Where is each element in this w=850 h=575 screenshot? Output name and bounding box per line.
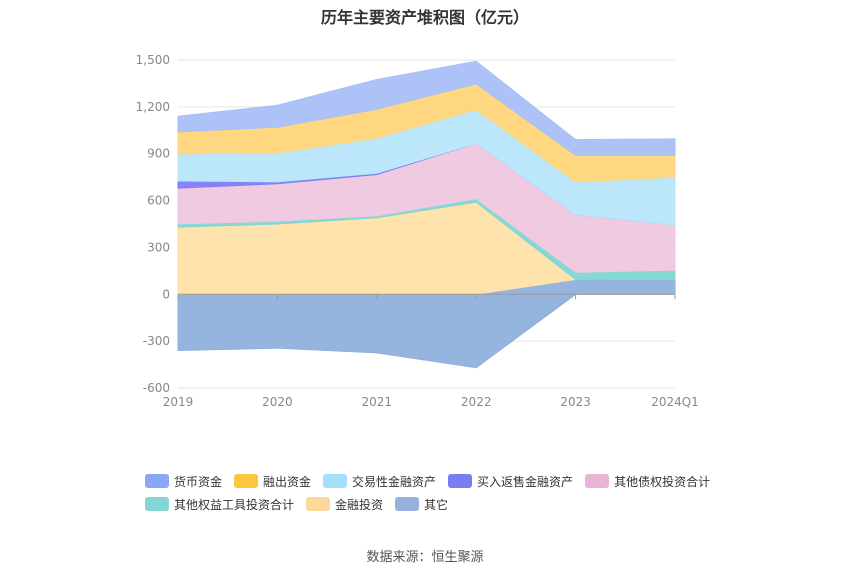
legend-label: 融出资金 xyxy=(263,474,312,489)
legend-item[interactable]: 其他债权投资合计 xyxy=(585,474,711,489)
y-tick-label: -600 xyxy=(143,381,170,395)
y-tick-label: 1,200 xyxy=(136,100,170,114)
y-tick-label: 0 xyxy=(162,287,170,301)
legend-label: 买入返售金融资产 xyxy=(477,474,574,489)
legend-swatch xyxy=(395,497,420,511)
legend-item[interactable]: 买入返售金融资产 xyxy=(448,474,574,489)
chart-title: 历年主要资产堆积图（亿元） xyxy=(320,8,529,27)
area-货币资金 xyxy=(177,60,676,156)
x-tick-label: 2023 xyxy=(560,395,591,409)
legend-label: 其他债权投资合计 xyxy=(614,474,711,489)
legend: 货币资金 融出资金 交易性金融资产 买入返售金融资产 其他债权投资合计其他权益工具投资合… xyxy=(145,474,765,512)
legend-item[interactable]: 金融投资 xyxy=(306,497,384,512)
x-tick-label: 2021 xyxy=(362,395,393,409)
x-tick-label: 2024Q1 xyxy=(651,395,699,409)
x-tick-label: 2020 xyxy=(262,395,293,409)
data-source: 数据来源：恒生聚源 xyxy=(366,550,484,565)
y-tick-label: 300 xyxy=(147,240,170,254)
x-tick-label: 2019 xyxy=(163,395,194,409)
legend-swatch xyxy=(306,497,331,511)
legend-item[interactable]: 交易性金融资产 xyxy=(323,474,437,489)
legend-item[interactable]: 融出资金 xyxy=(234,474,312,489)
x-tick-label: 2022 xyxy=(461,395,492,409)
y-tick-label: 600 xyxy=(147,194,170,208)
legend-swatch xyxy=(585,474,610,488)
legend-label: 其它 xyxy=(424,497,449,512)
legend-label: 金融投资 xyxy=(335,497,384,512)
legend-label: 交易性金融资产 xyxy=(352,474,437,489)
legend-swatch xyxy=(145,474,169,488)
legend-item[interactable]: 其它 xyxy=(395,497,449,512)
legend-item[interactable]: 货币资金 xyxy=(145,474,223,489)
legend-label: 货币资金 xyxy=(174,474,223,489)
legend-swatch xyxy=(448,474,473,488)
y-tick-label: -300 xyxy=(143,334,170,348)
legend-label: 其他权益工具投资合计 xyxy=(174,497,295,512)
legend-swatch xyxy=(234,474,259,488)
y-tick-label: 1,500 xyxy=(136,53,170,67)
y-tick-label: 900 xyxy=(147,147,170,161)
legend-swatch xyxy=(323,474,348,488)
legend-item[interactable]: 其他权益工具投资合计 xyxy=(145,497,295,512)
legend-swatch xyxy=(145,497,169,511)
